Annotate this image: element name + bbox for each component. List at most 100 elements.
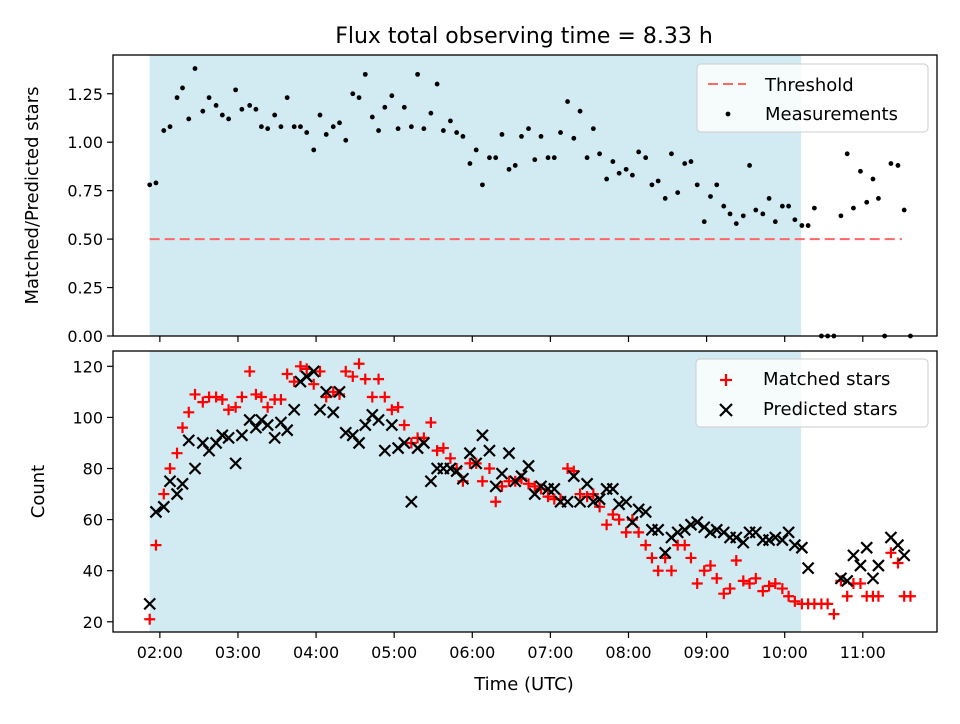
matched-star-point	[177, 422, 189, 434]
measurement-point	[323, 132, 329, 137]
matched-star-point	[737, 575, 749, 587]
matched-star-point	[613, 514, 625, 526]
matched-star-point	[562, 463, 574, 475]
predicted-star-point	[489, 480, 502, 493]
predicted-star-point	[522, 459, 535, 473]
measurement-point	[258, 124, 264, 130]
measurement-point	[167, 124, 173, 130]
predicted-star-point	[515, 469, 528, 483]
matched-star-point	[308, 378, 320, 390]
measurement-point	[186, 116, 192, 122]
matched-star-point	[769, 577, 781, 589]
measurement-point	[753, 207, 759, 213]
predicted-star-point	[495, 467, 509, 480]
matched-star-point	[822, 598, 834, 610]
matched-star-point	[750, 572, 762, 584]
measurement-point	[747, 163, 752, 168]
measurement-point	[649, 182, 655, 188]
matched-star-point	[601, 519, 613, 531]
y-tick-label: 60	[83, 511, 103, 530]
measurement-point	[219, 112, 225, 118]
matched-star-point	[633, 526, 645, 538]
matched-star-point	[679, 539, 691, 551]
measurement-point	[838, 213, 844, 219]
matched-star-point	[431, 445, 443, 457]
predicted-star-point	[157, 500, 171, 514]
measurement-point	[669, 151, 674, 157]
measurement-point	[675, 190, 681, 195]
measurement-point	[895, 163, 901, 168]
top-legend-box	[696, 63, 929, 133]
matched-star-point	[776, 583, 788, 595]
predicted-star-point	[319, 385, 333, 399]
matched-star-point	[255, 391, 267, 403]
measurement-point	[805, 223, 811, 228]
measurement-point	[253, 106, 259, 112]
measurement-point	[506, 166, 512, 172]
matched-star-point	[763, 580, 775, 592]
measurement-point	[545, 155, 551, 161]
matched-star-point	[698, 565, 710, 577]
matched-star-point	[158, 488, 170, 500]
matched-star-point	[244, 365, 256, 377]
top-legend: Threshold Measurements	[696, 63, 929, 133]
measurement-point	[740, 213, 746, 219]
measurement-point	[480, 182, 485, 188]
measurement-point	[792, 217, 798, 223]
measurement-point	[415, 71, 421, 77]
legend-matched-swatch	[720, 374, 732, 386]
matched-star-point	[646, 552, 658, 564]
bottom-x-axis: 02:00 03:00 04:00 05:00 06:00 07:00 08:00 09:00…	[137, 632, 886, 662]
top-y-axis-label: Matched/Predicted stars	[22, 87, 43, 305]
predicted-stars-series	[143, 365, 911, 611]
predicted-star-point	[854, 559, 867, 572]
matched-star-point	[353, 358, 365, 370]
x-tick-label: 11:00	[840, 643, 886, 662]
predicted-star-point	[339, 426, 353, 440]
predicted-star-point	[847, 549, 860, 562]
legend-predicted-swatch	[719, 403, 733, 417]
matched-star-point	[892, 557, 904, 569]
top-panel: 0.00 0.25 0.50 0.75 1.00 1.25 Matched/Predict…	[22, 54, 938, 346]
predicted-star-point	[463, 446, 477, 460]
matched-star-point	[223, 404, 235, 416]
predicted-star-point	[567, 469, 581, 483]
predicted-star-point	[385, 418, 399, 432]
measurement-point	[343, 137, 349, 143]
x-tick-label: 06:00	[449, 643, 495, 662]
predicted-star-point	[143, 597, 156, 611]
predicted-star-point	[424, 475, 438, 488]
measurement-point	[760, 211, 766, 217]
measurement-point	[408, 124, 414, 130]
measurement-point	[721, 203, 727, 209]
measurement-point	[401, 104, 407, 110]
measurement-point	[610, 159, 616, 164]
measurement-point	[844, 151, 850, 157]
measurement-point	[153, 180, 159, 186]
matched-star-point	[529, 480, 541, 492]
legend-matched-label: Matched stars	[763, 369, 890, 390]
measurement-point	[200, 108, 206, 114]
measurement-point	[772, 219, 778, 225]
matched-star-point	[885, 547, 897, 559]
measurement-point	[493, 155, 499, 161]
bottom-axes-frame	[112, 350, 938, 633]
matched-star-point	[581, 491, 593, 503]
top-y-axis: 0.00 0.25 0.50 0.75 1.00 1.25	[67, 85, 113, 346]
matched-star-point	[281, 368, 293, 380]
measurement-point	[779, 203, 785, 209]
measurement-point	[714, 182, 720, 188]
measurement-point	[584, 155, 590, 161]
matched-star-point	[704, 560, 716, 572]
measurement-point	[876, 196, 881, 201]
matched-star-point	[366, 391, 378, 403]
predicted-star-point	[358, 418, 372, 432]
predicted-star-point	[710, 523, 724, 537]
measurement-point	[858, 168, 863, 174]
measurement-point	[467, 161, 473, 166]
predicted-star-point	[176, 477, 189, 491]
matched-star-point	[594, 501, 606, 513]
predicted-star-point	[398, 436, 411, 450]
predicted-star-point	[307, 365, 321, 378]
matched-star-point	[496, 480, 508, 492]
